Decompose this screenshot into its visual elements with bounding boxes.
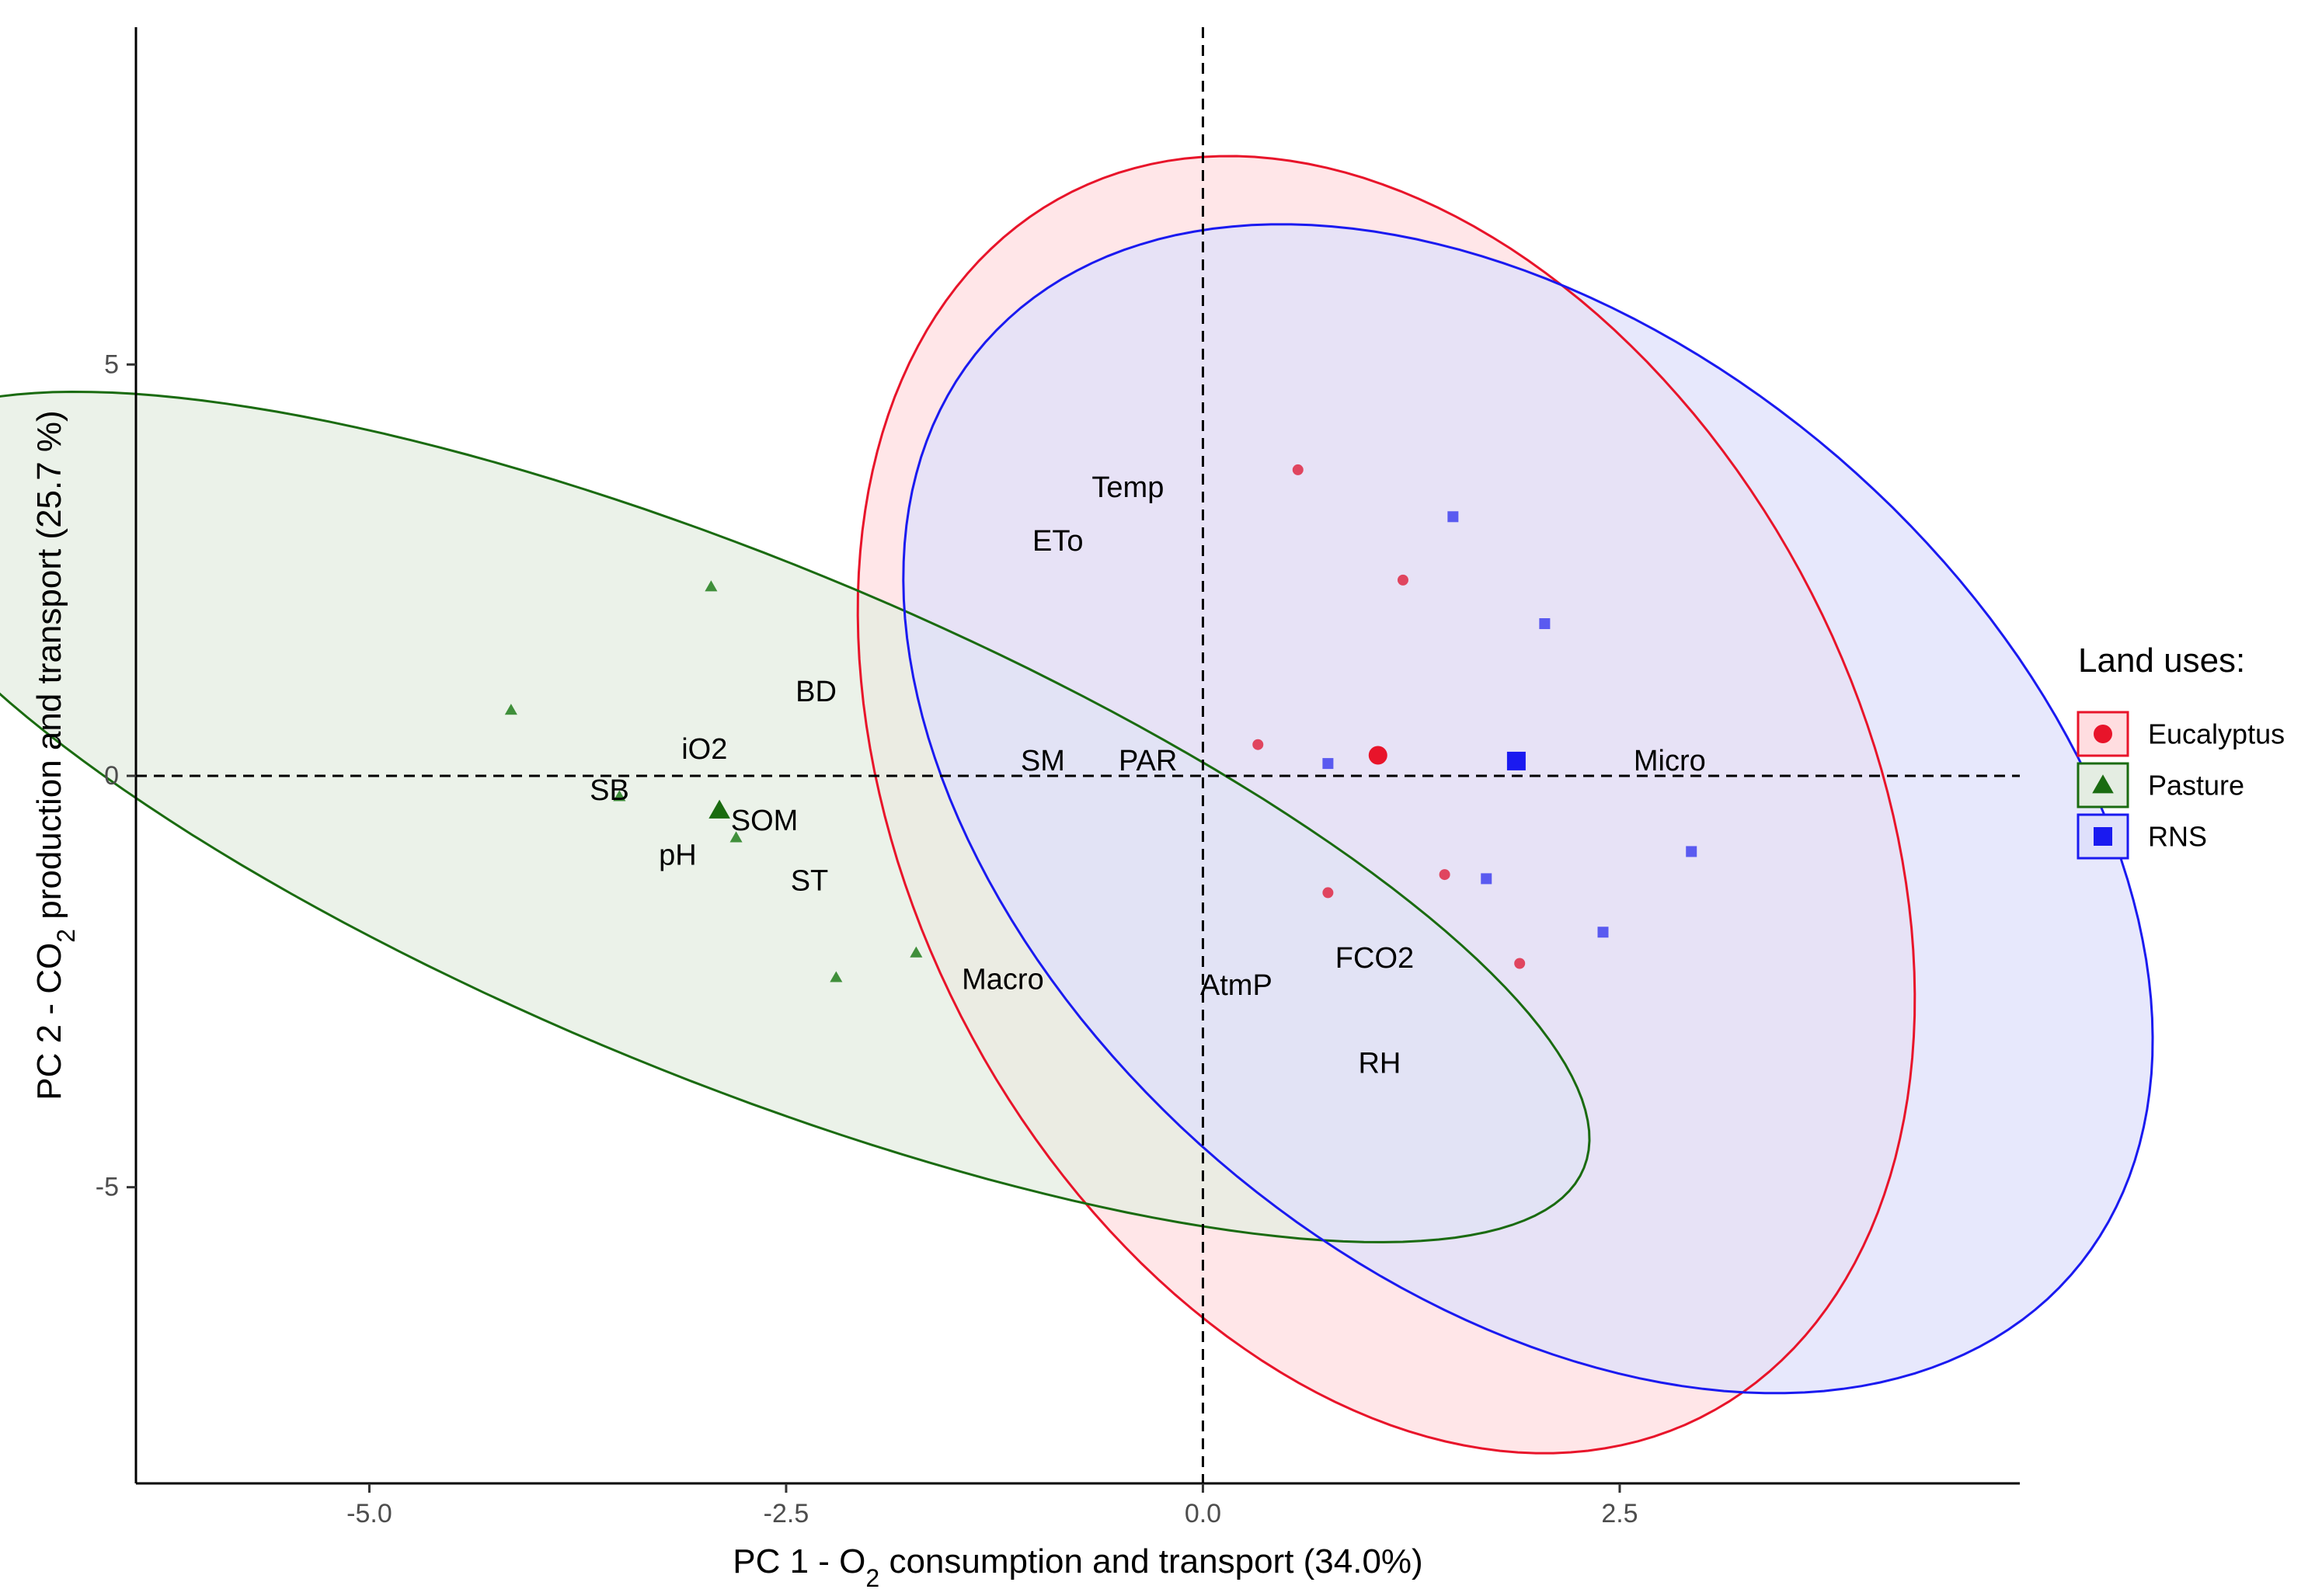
point-rns-6 (1686, 846, 1697, 857)
point-rns-2 (1539, 618, 1551, 630)
variable-label-eto: ETo (1032, 525, 1083, 558)
variable-label-rh: RH (1358, 1048, 1401, 1080)
variable-label-sm: SM (1021, 745, 1065, 777)
point-eucalyptus-1 (1292, 464, 1304, 475)
variable-label-io2: iO2 (681, 733, 727, 766)
variable-label-macro: Macro (962, 964, 1044, 996)
centroid-eucalyptus (1368, 746, 1387, 765)
point-rns-3 (1322, 758, 1334, 770)
legend-label-rns: RNS (2148, 821, 2207, 853)
point-rns-1 (1447, 511, 1459, 523)
centroid-rns (1506, 751, 1526, 770)
variable-label-temp: Temp (1091, 471, 1164, 504)
variable-label-sb: SB (590, 774, 629, 807)
point-pasture-4 (729, 831, 743, 843)
point-eucalyptus-5 (1439, 869, 1450, 881)
legend-marker-pasture (2092, 774, 2114, 794)
variable-label-st: ST (791, 865, 829, 898)
legend-key-rns (2077, 813, 2129, 860)
variable-label-ph: pH (659, 840, 697, 872)
x-axis-title: PC 1 - O2 consumption and transport (34.… (733, 1542, 1422, 1592)
point-pasture-3 (613, 790, 626, 801)
point-pasture-2 (504, 704, 517, 715)
point-pasture-1 (705, 580, 718, 592)
x-tick-label: 2.5 (1601, 1499, 1638, 1528)
variable-label-fco2: FCO2 (1335, 942, 1414, 975)
legend-marker-rns (2094, 827, 2112, 846)
variable-label-bd: BD (795, 676, 837, 708)
ellipse-eucalyptus (856, 155, 1916, 1455)
point-eucalyptus-2 (1397, 574, 1408, 586)
point-eucalyptus-6 (1514, 958, 1526, 969)
x-tick-label: -2.5 (764, 1499, 809, 1528)
ellipse-pasture (0, 390, 1591, 1243)
point-rns-4 (1481, 873, 1492, 885)
y-tick-label: 0 (104, 761, 119, 791)
legend-title: Land uses: (2078, 642, 2245, 680)
x-tick-label: -5.0 (346, 1499, 392, 1528)
legend-marker-eucalyptus (2094, 725, 2112, 743)
ellipse-fill-rns (903, 224, 2153, 1393)
point-eucalyptus-3 (1252, 739, 1264, 750)
variable-label-micro: Micro (1634, 745, 1706, 777)
ellipse-rns (902, 223, 2154, 1395)
confidence-ellipses (0, 155, 2154, 1455)
variable-label-par: PAR (1119, 745, 1177, 777)
axes: -5.0 -2.5 0.0 2.5 5 0 -5 PC 1 - O2 consumption … (30, 27, 2020, 1592)
y-axis-title: PC 2 - CO2 production and transport (25.… (30, 410, 80, 1100)
legend-label-eucalyptus: Eucalyptus (2148, 718, 2285, 750)
point-rns-5 (1597, 927, 1609, 938)
point-pasture-5 (830, 971, 843, 982)
x-tick-label: 0.0 (1185, 1499, 1221, 1528)
reference-lines (136, 27, 2020, 1483)
variable-label-atmp: AtmP (1200, 969, 1272, 1002)
data-points (504, 464, 1697, 982)
point-pasture-6 (910, 946, 923, 958)
y-tick-label: -5 (96, 1173, 119, 1202)
legend: Land uses: Eucalyptus Pasture RNS (2077, 642, 2285, 860)
centroid-pasture (708, 799, 730, 819)
legend-label-pasture: Pasture (2148, 770, 2244, 801)
variable-label-som: SOM (731, 805, 799, 837)
y-tick-label: 5 (104, 349, 119, 379)
point-eucalyptus-4 (1322, 887, 1334, 899)
